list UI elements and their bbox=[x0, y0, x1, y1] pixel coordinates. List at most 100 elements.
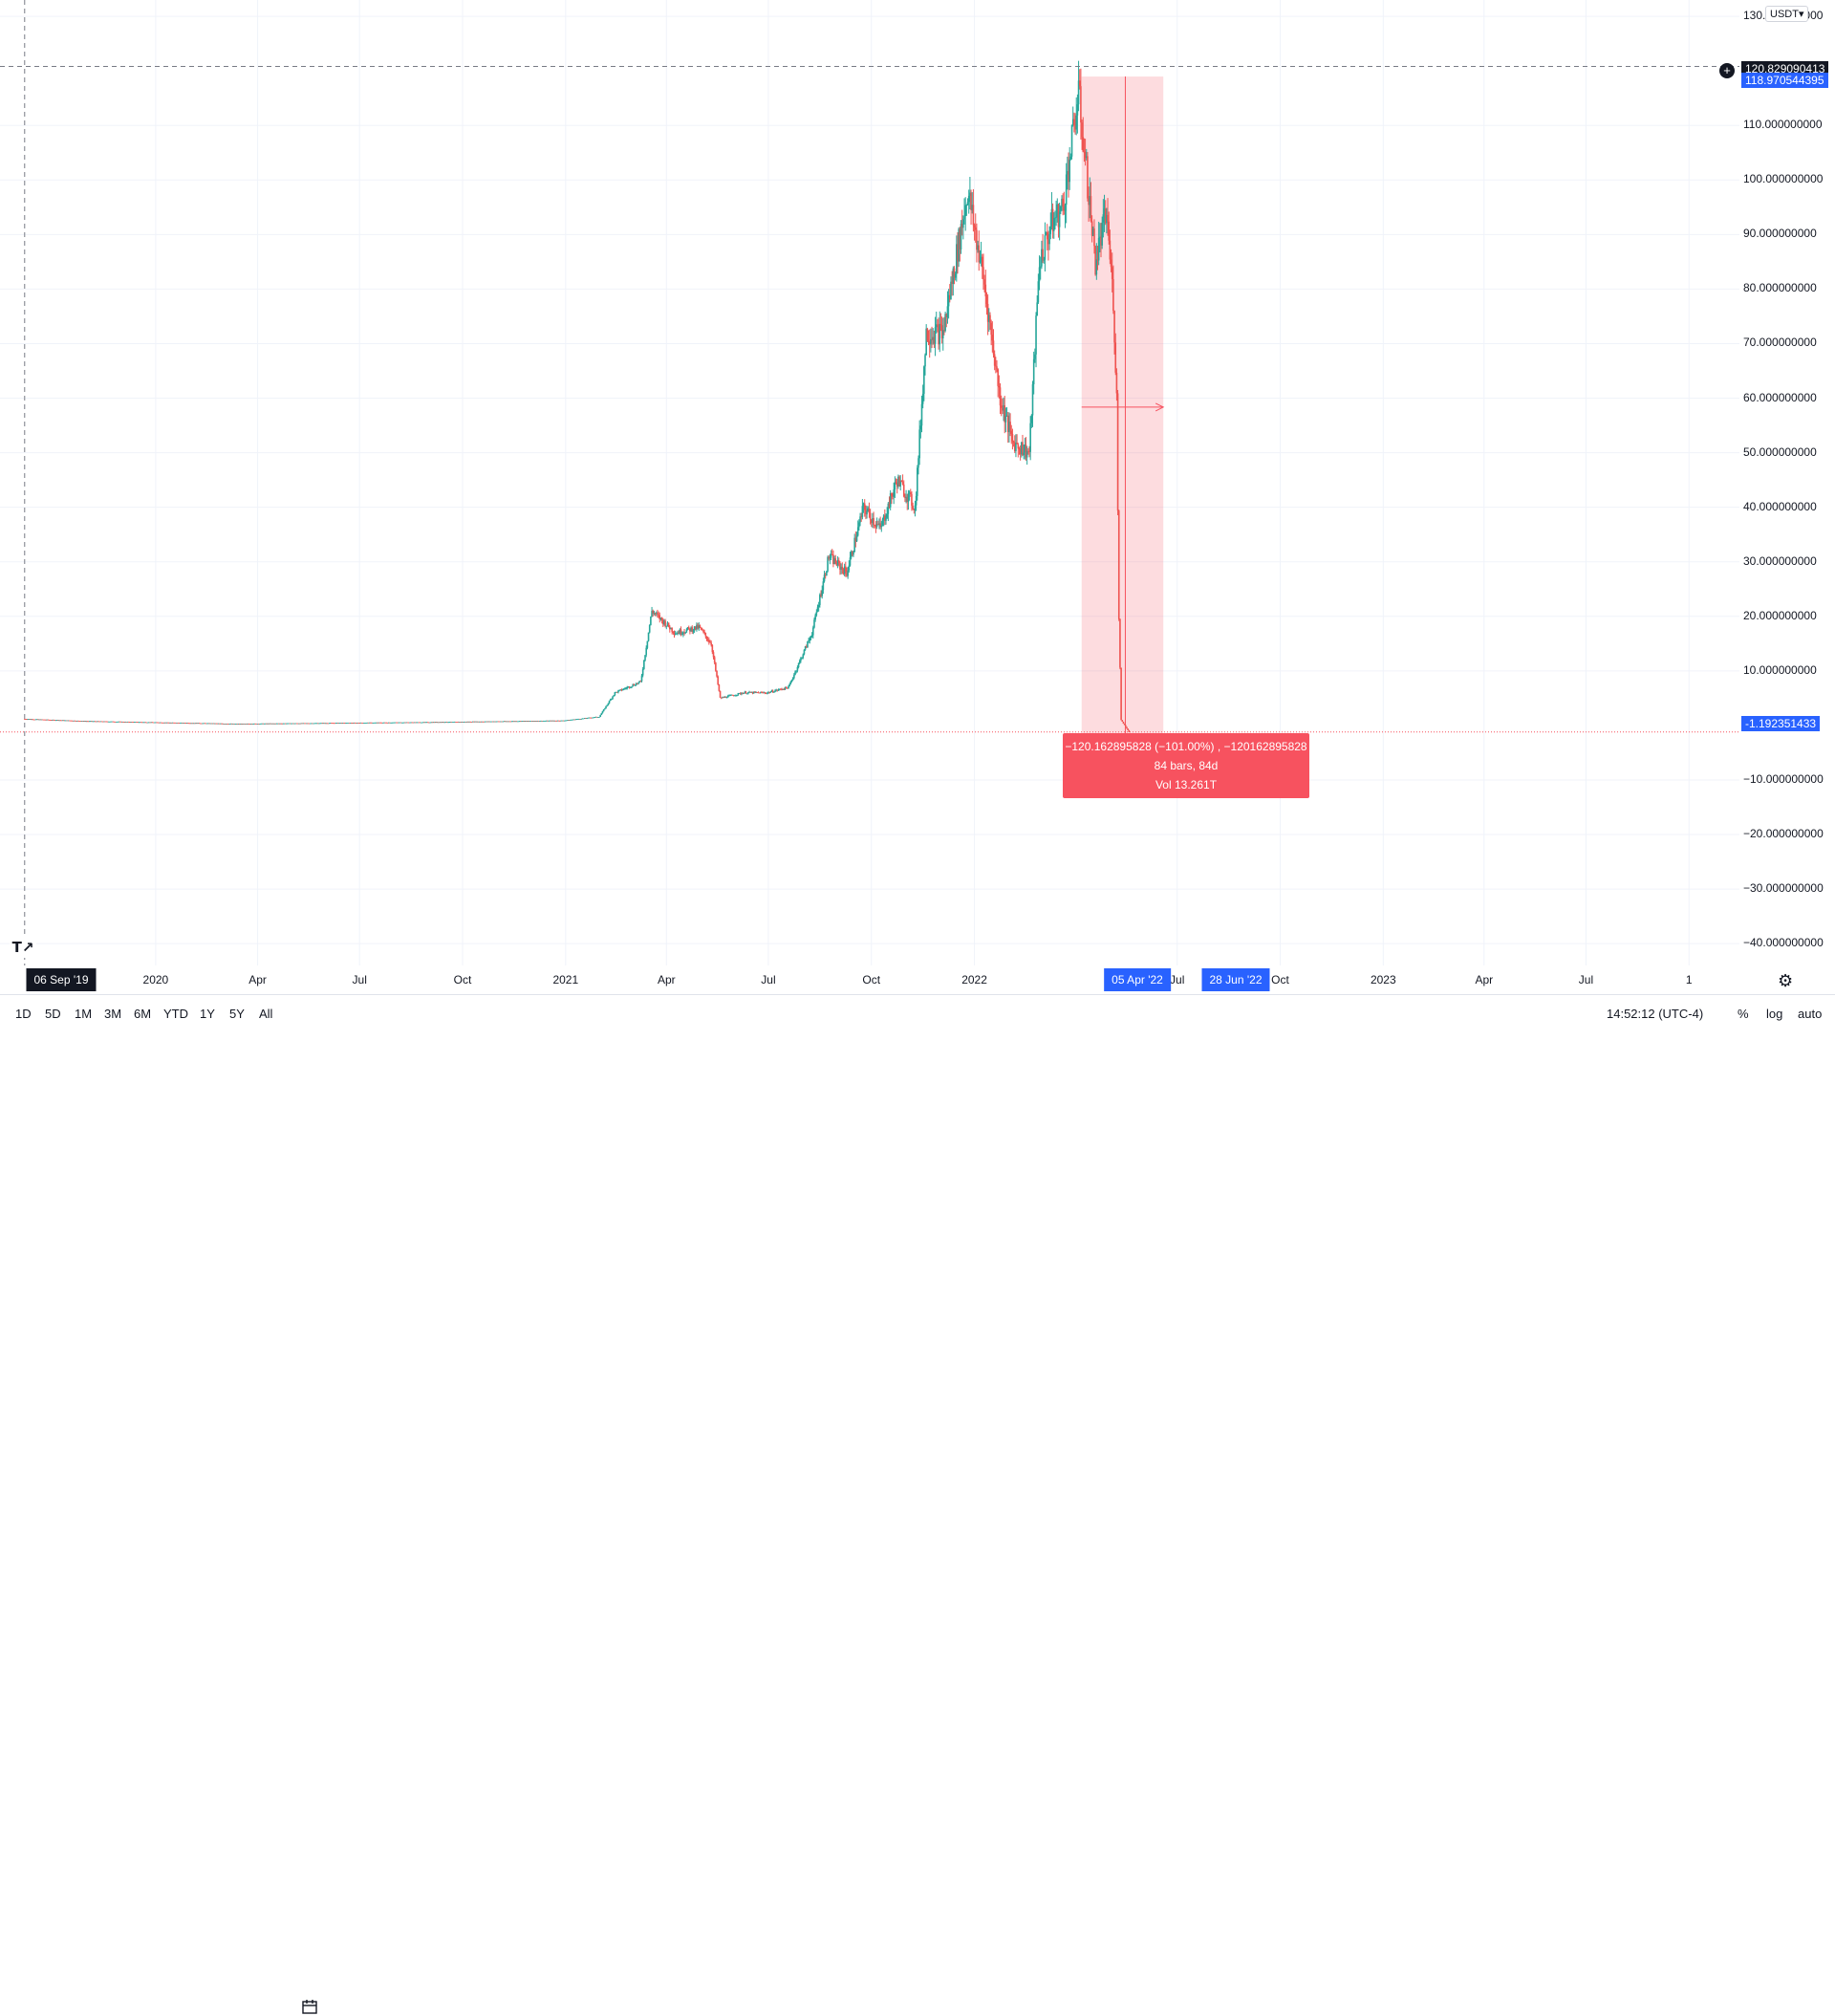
candle-body bbox=[481, 721, 483, 723]
time-tick-label: Apr bbox=[1475, 973, 1494, 986]
candle-body bbox=[155, 722, 157, 724]
candle-body bbox=[181, 723, 183, 724]
candle-body bbox=[243, 724, 246, 725]
candle-body bbox=[73, 720, 76, 722]
range-button-ytd[interactable]: YTD bbox=[163, 1007, 188, 1021]
candle-body bbox=[64, 720, 66, 722]
candle-body bbox=[679, 629, 681, 635]
candle-body bbox=[990, 322, 992, 336]
candle-body bbox=[632, 684, 634, 687]
candle-body bbox=[528, 721, 529, 722]
candle-body bbox=[962, 219, 964, 228]
candle-body bbox=[122, 721, 124, 723]
candle-body bbox=[683, 632, 685, 634]
range-button-1m[interactable]: 1M bbox=[75, 1007, 93, 1021]
candle-body bbox=[815, 612, 818, 616]
candle-body bbox=[568, 720, 571, 721]
price-chart[interactable] bbox=[0, 0, 1739, 965]
candle-body bbox=[1000, 405, 1003, 408]
candle-body bbox=[28, 719, 31, 721]
candle-body bbox=[1018, 448, 1021, 450]
candle-body bbox=[842, 569, 845, 574]
candle-body bbox=[392, 722, 395, 724]
price-tick-label: 10.000000000 bbox=[1743, 662, 1817, 677]
candle-body bbox=[954, 273, 957, 278]
tradingview-logo-icon[interactable]: T↗ bbox=[10, 937, 36, 958]
candle-body bbox=[882, 515, 885, 520]
range-button-5y[interactable]: 5Y bbox=[229, 1007, 245, 1021]
time-tick-label: Apr bbox=[248, 973, 267, 986]
chart-area[interactable] bbox=[0, 0, 1739, 965]
price-tick-label: 60.000000000 bbox=[1743, 390, 1817, 404]
candle-body bbox=[1047, 239, 1049, 245]
candle-body bbox=[673, 632, 676, 635]
candle-body bbox=[352, 723, 354, 725]
auto-toggle[interactable]: auto bbox=[1798, 1007, 1823, 1021]
candle-body bbox=[585, 718, 587, 719]
candle-body bbox=[1114, 342, 1117, 373]
candle-body bbox=[162, 722, 164, 724]
candle-body bbox=[119, 721, 122, 723]
candle-body bbox=[153, 722, 156, 724]
price-axis[interactable]: 130.000000000110.000000000100.0000000009… bbox=[1739, 0, 1835, 965]
candle-body bbox=[1067, 170, 1069, 175]
candle-body bbox=[113, 721, 116, 723]
candle-body bbox=[92, 721, 95, 723]
candle-body bbox=[724, 696, 727, 698]
range-button-1y[interactable]: 1Y bbox=[200, 1007, 215, 1021]
candle-body bbox=[159, 722, 162, 724]
candle-body bbox=[1011, 433, 1014, 442]
gear-icon[interactable]: ⚙ bbox=[1778, 971, 1794, 990]
candle-body bbox=[205, 723, 207, 725]
range-button-3m[interactable]: 3M bbox=[104, 1007, 122, 1021]
candle-body bbox=[631, 686, 633, 687]
candle-body bbox=[188, 723, 190, 725]
candle-body bbox=[778, 688, 781, 690]
candle-body bbox=[459, 722, 462, 723]
price-tick-label: 20.000000000 bbox=[1743, 608, 1817, 622]
candle-body bbox=[411, 722, 414, 724]
candle-body bbox=[465, 721, 468, 723]
price-tick-label: −20.000000000 bbox=[1743, 827, 1824, 841]
candle-body bbox=[57, 720, 59, 722]
candle-body bbox=[290, 723, 292, 725]
candle-body bbox=[262, 723, 265, 725]
candle-body bbox=[560, 720, 562, 722]
candle-body bbox=[117, 721, 119, 723]
candle-body bbox=[1122, 721, 1125, 724]
currency-selector[interactable]: USDT▾ bbox=[1765, 6, 1809, 22]
candle-body bbox=[302, 723, 305, 725]
add-alert-icon[interactable]: + bbox=[1719, 63, 1735, 78]
candle-body bbox=[494, 721, 496, 723]
candle-body bbox=[622, 688, 625, 690]
candle-body bbox=[726, 695, 729, 698]
candle-body bbox=[1116, 393, 1119, 511]
candle-body bbox=[876, 524, 879, 526]
range-button-1d[interactable]: 1D bbox=[15, 1007, 32, 1021]
candle-body bbox=[445, 722, 448, 723]
candle-body bbox=[443, 722, 444, 724]
range-button-5d[interactable]: 5D bbox=[45, 1007, 61, 1021]
log-toggle[interactable]: log bbox=[1766, 1007, 1783, 1021]
candle-body bbox=[874, 524, 876, 526]
candle-body bbox=[637, 683, 638, 684]
candle-body bbox=[218, 723, 221, 725]
candle-body bbox=[655, 613, 658, 615]
candle-body bbox=[939, 323, 942, 326]
percent-toggle[interactable]: % bbox=[1738, 1007, 1749, 1021]
candle-body bbox=[256, 724, 259, 725]
measure-tooltip: −120.162895828 (−101.00%) , −12016289582… bbox=[1063, 733, 1309, 798]
candle-body bbox=[170, 722, 173, 724]
date-range-icon[interactable] bbox=[301, 1999, 320, 2016]
range-button-6m[interactable]: 6M bbox=[134, 1007, 152, 1021]
candle-body bbox=[860, 516, 863, 518]
candle-body bbox=[850, 552, 853, 558]
candle-body bbox=[638, 681, 640, 683]
candle-body bbox=[40, 719, 43, 721]
candle-body bbox=[925, 328, 927, 356]
range-button-all[interactable]: All bbox=[259, 1007, 273, 1021]
price-tick-label: 50.000000000 bbox=[1743, 444, 1817, 459]
candle-body bbox=[731, 694, 734, 696]
candle-body bbox=[570, 719, 572, 721]
candle-body bbox=[961, 224, 963, 228]
